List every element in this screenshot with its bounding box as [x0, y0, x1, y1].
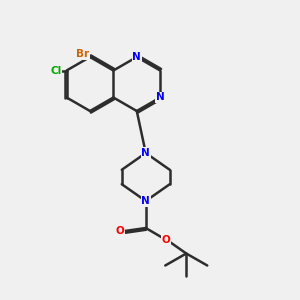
- Text: O: O: [116, 226, 124, 236]
- Text: N: N: [156, 92, 164, 103]
- Text: N: N: [141, 148, 150, 158]
- Text: Cl: Cl: [50, 65, 62, 76]
- Text: N: N: [132, 52, 141, 62]
- Text: O: O: [162, 235, 170, 245]
- Text: Br: Br: [76, 49, 89, 59]
- Text: N: N: [141, 196, 150, 206]
